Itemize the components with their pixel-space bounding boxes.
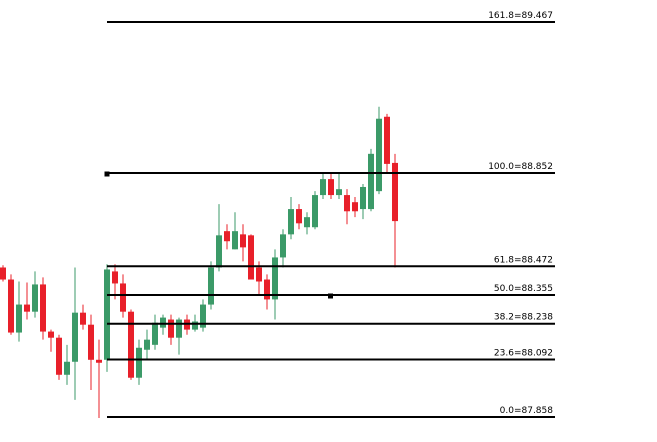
candle-body <box>24 304 30 312</box>
candle-body <box>384 116 390 164</box>
candle-body <box>216 235 222 268</box>
candle-body <box>48 331 54 338</box>
candle-body <box>168 319 174 338</box>
candle-body <box>152 322 158 345</box>
candle-body <box>320 179 326 196</box>
fib-level-label: 0.0=87.858 <box>500 406 554 416</box>
candle-body <box>120 283 126 312</box>
candle-body <box>392 162 398 222</box>
fib-level-label: 61.8=88.472 <box>494 255 553 265</box>
candle-body <box>56 337 62 375</box>
fib-level-label: 100.0=88.852 <box>488 162 553 172</box>
candle-body <box>64 361 70 375</box>
candle-body <box>96 359 102 363</box>
candle-body <box>264 279 270 300</box>
candle-body <box>0 267 6 280</box>
candle-body <box>40 284 46 332</box>
candle-body <box>200 304 206 328</box>
candle-body <box>160 317 166 328</box>
candle-body <box>80 312 86 325</box>
fib-level-label: 161.8=89.467 <box>488 11 553 21</box>
candle-body <box>368 153 374 210</box>
candle-body <box>8 279 14 333</box>
candle-body <box>296 209 302 224</box>
anchor-point <box>328 293 333 299</box>
candle-body <box>288 209 294 235</box>
candle-body <box>240 234 246 248</box>
candle-body <box>224 231 230 242</box>
candle-body <box>144 339 150 350</box>
candle-body <box>128 311 134 378</box>
candle-body <box>336 189 342 196</box>
fib-level-label: 50.0=88.355 <box>494 284 553 294</box>
candle-body <box>352 202 358 212</box>
candle-body <box>248 235 254 280</box>
fib-level-label: 23.6=88.092 <box>494 349 553 359</box>
fib-level-label: 38.2=88.238 <box>494 313 553 323</box>
candle-body <box>312 195 318 228</box>
candle-body <box>32 284 38 312</box>
candle-body <box>272 257 278 300</box>
candle-body <box>328 179 334 196</box>
candle-body <box>208 267 214 305</box>
candle-body <box>104 269 110 360</box>
candle-body <box>192 321 198 330</box>
candle-body <box>360 186 366 210</box>
candle-body <box>280 234 286 258</box>
candle-body <box>344 195 350 212</box>
candle-body <box>376 118 382 192</box>
candle-body <box>176 319 182 338</box>
candle-body <box>136 347 142 378</box>
candle-body <box>72 312 78 362</box>
candle-body <box>88 324 94 360</box>
candle-body <box>304 217 310 228</box>
candle-body <box>16 304 22 333</box>
candle-body <box>232 231 238 250</box>
candle-body <box>112 271 118 284</box>
candle-body <box>256 267 262 282</box>
anchor-point <box>104 171 110 177</box>
